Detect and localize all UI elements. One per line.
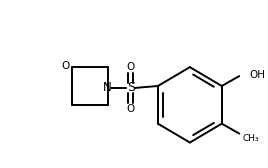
Text: S: S [127,81,135,94]
Text: O: O [127,104,135,114]
Text: N: N [103,81,112,94]
Text: CH₃: CH₃ [242,134,259,143]
Text: O: O [62,61,70,71]
Text: O: O [127,62,135,72]
Text: OH: OH [249,70,265,80]
